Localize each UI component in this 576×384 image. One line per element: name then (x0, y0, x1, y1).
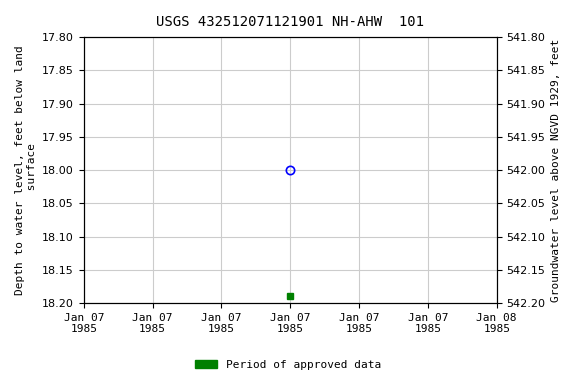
Y-axis label: Depth to water level, feet below land
 surface: Depth to water level, feet below land su… (15, 45, 37, 295)
Title: USGS 432512071121901 NH-AHW  101: USGS 432512071121901 NH-AHW 101 (156, 15, 425, 29)
Legend: Period of approved data: Period of approved data (191, 356, 385, 375)
Y-axis label: Groundwater level above NGVD 1929, feet: Groundwater level above NGVD 1929, feet (551, 38, 561, 302)
